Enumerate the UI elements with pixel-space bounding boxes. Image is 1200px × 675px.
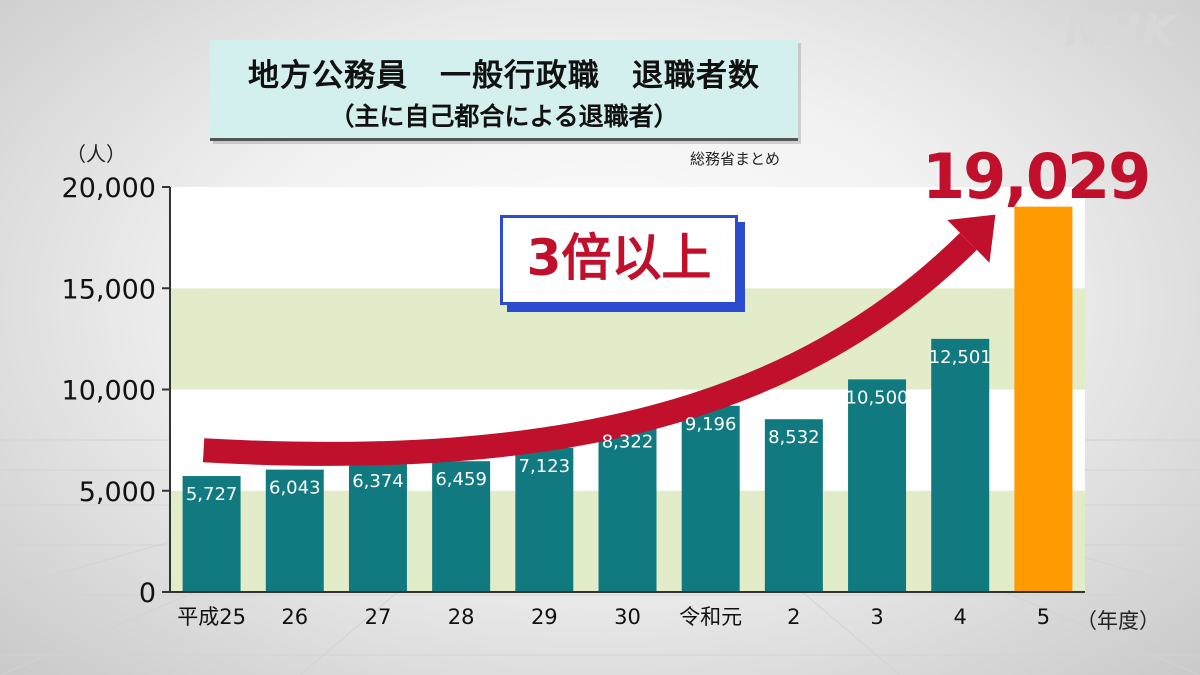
- x-tick-label: 令和元: [679, 605, 742, 629]
- bar: [182, 476, 241, 592]
- bar: [764, 419, 823, 592]
- callout-three-times: 3倍以上: [500, 215, 738, 305]
- bar: [598, 423, 657, 592]
- bar: [432, 461, 491, 592]
- bar: [515, 447, 574, 592]
- bar: [681, 405, 740, 592]
- bar-value-label: 8,532: [768, 427, 820, 448]
- trend-arrow-head: [947, 214, 996, 263]
- bar-highlight: [1014, 206, 1073, 592]
- bar-value-label: 8,322: [602, 431, 654, 452]
- x-tick-label: 平成25: [177, 605, 246, 629]
- x-tick-label: 28: [448, 605, 475, 629]
- y-tick-label: 15,000: [62, 274, 156, 305]
- source-note: 総務省まとめ: [690, 150, 781, 168]
- y-tick-label: 5,000: [79, 477, 156, 508]
- x-tick-label: 3: [870, 605, 883, 629]
- x-tick-label: 26: [281, 605, 308, 629]
- bar-value-label: 6,043: [269, 478, 321, 499]
- x-tick-label: 30: [614, 605, 641, 629]
- y-axis-unit: （人）: [66, 142, 126, 166]
- bar-value-label: 7,123: [519, 456, 571, 477]
- bar: [348, 462, 407, 592]
- highlight-value-label: 19,029: [922, 140, 1151, 213]
- y-tick-label: 0: [139, 578, 156, 609]
- x-axis-unit: （年度）: [1076, 609, 1160, 633]
- bar: [265, 469, 324, 592]
- chart-title: 地方公務員 一般行政職 退職者数: [248, 58, 760, 94]
- chart-subtitle: （主に自己都合による退職者）: [329, 102, 679, 131]
- x-tick-label: 27: [365, 605, 392, 629]
- trend-arrow-shaft: [202, 232, 977, 466]
- y-tick-label: 20,000: [62, 173, 156, 204]
- bar: [931, 338, 990, 592]
- bar-value-label: 6,459: [435, 469, 487, 490]
- bar-value-label: 9,196: [685, 414, 737, 435]
- y-tick-label: 10,000: [62, 376, 156, 407]
- bar-value-label: 6,374: [352, 471, 404, 492]
- bar-value-label: 12,501: [929, 347, 992, 368]
- x-tick-label: 29: [531, 605, 558, 629]
- bar: [848, 379, 907, 592]
- x-tick-label: 4: [954, 605, 967, 629]
- chart-title-box: 地方公務員 一般行政職 退職者数 （主に自己都合による退職者）: [210, 40, 798, 141]
- bar-value-label: 5,727: [186, 484, 238, 505]
- x-tick-label: 5: [1037, 605, 1050, 629]
- x-tick-label: 2: [787, 605, 800, 629]
- bar-value-label: 10,500: [846, 387, 909, 408]
- nhk-logo: NHK: [1064, 6, 1178, 57]
